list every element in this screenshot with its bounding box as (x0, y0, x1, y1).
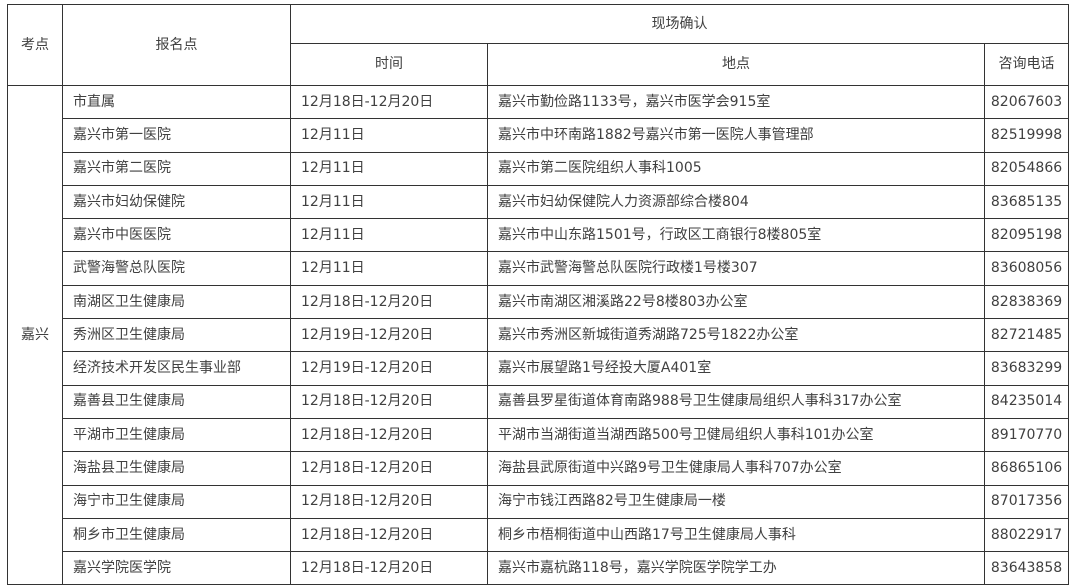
phone-cell: 84235014 (983, 384, 1070, 419)
table-row: 平湖市卫生健康局 12月18日-12月20日 平湖市当湖街道当湖西路500号卫健… (8, 417, 1070, 453)
phone-cell: 82519998 (983, 118, 1070, 153)
location-cell: 桐乡市梧桐街道中山西路17号卫生健康局人事科 (487, 517, 985, 553)
time-cell: 12月18日-12月20日 (290, 417, 488, 453)
phone-cell: 82721485 (983, 318, 1070, 353)
phone-cell: 88022917 (983, 517, 1070, 553)
header-registration-point: 报名点 (62, 4, 291, 86)
registration-point-cell: 海宁市卫生健康局 (62, 484, 291, 519)
time-cell: 12月11日 (290, 151, 488, 186)
table-row: 嘉兴市妇幼保健院 12月11日 嘉兴市妇幼保健院人力资源部综合楼804 8368… (8, 184, 1070, 220)
phone-cell: 83683299 (983, 351, 1070, 386)
location-cell: 嘉兴市南湖区湘溪路22号8楼803办公室 (487, 284, 985, 320)
location-cell: 嘉兴市第二医院组织人事科1005 (487, 151, 985, 186)
phone-cell: 83685135 (983, 184, 1070, 220)
registration-point-cell: 经济技术开发区民生事业部 (62, 351, 291, 386)
table-row: 南湖区卫生健康局 12月18日-12月20日 嘉兴市南湖区湘溪路22号8楼803… (8, 284, 1070, 320)
header-onsite-confirmation: 现场确认 (289, 4, 1070, 44)
location-cell: 嘉兴市中环南路1882号嘉兴市第一医院人事管理部 (487, 118, 985, 153)
phone-cell: 83608056 (983, 251, 1070, 286)
table-row: 嘉兴市中医医院 12月11日 嘉兴市中山东路1501号，行政区工商银行8楼805… (8, 218, 1070, 253)
time-cell: 12月11日 (290, 118, 488, 153)
time-cell: 12月18日-12月20日 (290, 451, 488, 486)
table-row: 嘉兴 市直属 12月18日-12月20日 嘉兴市勤俭路1133号，嘉兴市医学会9… (7, 84, 1070, 586)
onsite-confirmation-table: 考点 报名点 现场确认 时间 地点 咨询电话 嘉兴 市直属 12月18日-12月… (7, 4, 1070, 586)
phone-cell: 87017356 (983, 484, 1070, 519)
phone-cell: 82067603 (983, 84, 1070, 120)
table-row: 海盐县卫生健康局 12月18日-12月20日 海盐县武原街道中兴路9号卫生健康局… (8, 451, 1070, 486)
phone-cell: 86865106 (983, 451, 1070, 486)
header-phone: 咨询电话 (983, 43, 1070, 86)
location-cell: 海宁市钱江西路82号卫生健康局一楼 (487, 484, 985, 519)
header-location: 地点 (487, 43, 985, 86)
table-row: 嘉兴市第一医院 12月11日 嘉兴市中环南路1882号嘉兴市第一医院人事管理部 … (8, 118, 1070, 153)
location-cell: 嘉兴市展望路1号经投大厦A401室 (487, 351, 985, 386)
table-row: 桐乡市卫生健康局 12月18日-12月20日 桐乡市梧桐街道中山西路17号卫生健… (8, 517, 1070, 553)
registration-point-cell: 嘉兴市第一医院 (62, 118, 291, 153)
time-cell: 12月18日-12月20日 (290, 551, 488, 586)
location-cell: 嘉兴市妇幼保健院人力资源部综合楼804 (487, 184, 985, 220)
location-cell: 海盐县武原街道中兴路9号卫生健康局人事科707办公室 (487, 451, 985, 486)
time-cell: 12月19日-12月20日 (290, 351, 488, 386)
table-row: 经济技术开发区民生事业部 12月19日-12月20日 嘉兴市展望路1号经投大厦A… (8, 351, 1070, 386)
phone-cell: 82838369 (983, 284, 1070, 320)
registration-point-cell: 武警海警总队医院 (62, 251, 291, 286)
phone-cell: 82095198 (983, 218, 1070, 253)
time-cell: 12月18日-12月20日 (290, 84, 488, 120)
registration-point-cell: 桐乡市卫生健康局 (62, 517, 291, 553)
phone-cell: 89170770 (983, 417, 1070, 453)
registration-point-cell: 海盐县卫生健康局 (62, 451, 291, 486)
time-cell: 12月18日-12月20日 (290, 517, 488, 553)
time-cell: 12月18日-12月20日 (290, 284, 488, 320)
location-cell: 平湖市当湖街道当湖西路500号卫健局组织人事科101办公室 (487, 417, 985, 453)
header-row-2: 时间 地点 咨询电话 (8, 43, 1070, 86)
time-cell: 12月18日-12月20日 (290, 384, 488, 419)
time-cell: 12月11日 (290, 251, 488, 286)
registration-point-cell: 市直属 (62, 84, 291, 120)
table-row: 嘉兴学院医学院 12月18日-12月20日 嘉兴市嘉杭路118号，嘉兴学院医学院… (8, 551, 1070, 586)
header-row-1: 考点 报名点 现场确认 (7, 4, 1070, 86)
location-cell: 嘉兴市勤俭路1133号，嘉兴市医学会915室 (487, 84, 985, 120)
location-cell: 嘉兴市秀洲区新城街道秀湖路725号1822办公室 (487, 318, 985, 353)
table-row: 嘉兴市第二医院 12月11日 嘉兴市第二医院组织人事科1005 82054866 (8, 151, 1070, 186)
phone-cell: 83643858 (983, 551, 1070, 586)
registration-point-cell: 秀洲区卫生健康局 (62, 318, 291, 353)
registration-point-cell: 嘉兴市中医医院 (62, 218, 291, 253)
time-cell: 12月11日 (290, 218, 488, 253)
registration-point-cell: 嘉善县卫生健康局 (62, 384, 291, 419)
table-row: 秀洲区卫生健康局 12月19日-12月20日 嘉兴市秀洲区新城街道秀湖路725号… (8, 318, 1070, 353)
table-row: 海宁市卫生健康局 12月18日-12月20日 海宁市钱江西路82号卫生健康局一楼… (8, 484, 1070, 519)
location-cell: 嘉兴市武警海警总队医院行政楼1号楼307 (487, 251, 985, 286)
header-exam-site: 考点 (7, 4, 63, 86)
time-cell: 12月11日 (290, 184, 488, 220)
header-time: 时间 (290, 43, 488, 86)
registration-point-cell: 嘉兴市第二医院 (62, 151, 291, 186)
time-cell: 12月18日-12月20日 (290, 484, 488, 519)
exam-site-cell: 嘉兴 (7, 84, 63, 586)
location-cell: 嘉兴市嘉杭路118号，嘉兴学院医学院学工办 (487, 551, 985, 586)
registration-point-cell: 南湖区卫生健康局 (62, 284, 291, 320)
time-cell: 12月19日-12月20日 (290, 318, 488, 353)
table-row: 武警海警总队医院 12月11日 嘉兴市武警海警总队医院行政楼1号楼307 836… (8, 251, 1070, 286)
location-cell: 嘉兴市中山东路1501号，行政区工商银行8楼805室 (487, 218, 985, 253)
phone-cell: 82054866 (983, 151, 1070, 186)
registration-point-cell: 平湖市卫生健康局 (62, 417, 291, 453)
location-cell: 嘉善县罗星街道体育南路988号卫生健康局组织人事科317办公室 (487, 384, 985, 419)
registration-point-cell: 嘉兴市妇幼保健院 (62, 184, 291, 220)
table-row: 嘉善县卫生健康局 12月18日-12月20日 嘉善县罗星街道体育南路988号卫生… (8, 384, 1070, 419)
registration-point-cell: 嘉兴学院医学院 (62, 551, 291, 586)
